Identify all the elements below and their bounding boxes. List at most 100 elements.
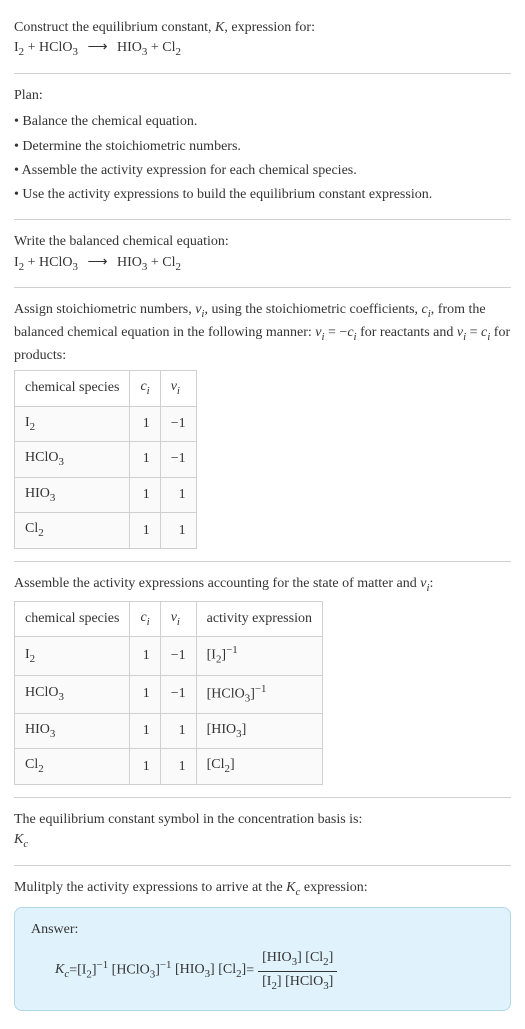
t: [HClO — [285, 974, 323, 989]
product1: HIO — [117, 255, 142, 270]
t: [Cl — [218, 962, 236, 977]
t: [HClO — [112, 963, 150, 978]
answer-fraction: [HIO3] [Cl2] [I2] [HClO3] — [258, 948, 337, 994]
sp: Cl — [25, 521, 38, 536]
activity-text: Assemble the activity expressions accoun… — [14, 576, 420, 591]
sp-sub: 2 — [38, 527, 43, 539]
fraction-numerator: [HIO3] [Cl2] — [258, 948, 337, 972]
sp-sub: 2 — [30, 420, 35, 432]
multiply-line: Mulitply the activity expressions to arr… — [14, 878, 511, 901]
cell-c: 1 — [130, 513, 160, 549]
t-exp: −1 — [97, 959, 109, 971]
stoich-text: = — [466, 325, 481, 340]
chem-equation-2: I2 + HClO3 ⟶ HIO3 + Cl2 — [14, 253, 511, 276]
table-row: HIO3 1 1 — [15, 477, 197, 513]
t: [Cl — [305, 950, 323, 965]
sp-sub: 3 — [50, 728, 55, 740]
mult-text: expression: — [300, 880, 367, 895]
sp-sub: 2 — [38, 763, 43, 775]
term2: [HClO3]−1 — [112, 958, 172, 983]
plan-title: Plan: — [14, 86, 511, 106]
product1-sub: 3 — [142, 46, 147, 58]
balanced-title: Write the balanced chemical equation: — [14, 232, 511, 252]
table-row: HClO3 1 −1 — [15, 442, 197, 478]
answer-equation: Kc = [I2]−1 [HClO3]−1 [HIO3] [Cl2] = [HI… — [31, 948, 494, 994]
kc-sym: K — [286, 880, 295, 895]
col-nu: νi — [160, 370, 196, 406]
ae-close: ] — [242, 722, 247, 737]
sp-sub: 3 — [50, 492, 55, 504]
product2: Cl — [162, 40, 175, 55]
answer-label: Answer: — [31, 920, 494, 940]
t-close: ] — [277, 974, 282, 989]
cell-nu: 1 — [160, 749, 196, 785]
product1-sub: 3 — [142, 261, 147, 273]
stoich-text: = − — [325, 325, 348, 340]
cell-species: HClO3 — [15, 675, 130, 713]
ae-exp: −1 — [226, 644, 238, 656]
t-close: ] — [210, 962, 215, 977]
divider — [14, 219, 511, 220]
cell-nu: −1 — [160, 406, 196, 442]
activity-intro: Assemble the activity expressions accoun… — [14, 574, 511, 597]
cell-species: I2 — [15, 637, 130, 675]
divider — [14, 797, 511, 798]
reaction-arrow: ⟶ — [81, 40, 113, 55]
reactant2: HClO — [39, 255, 72, 270]
table-row: I2 1 −1 — [15, 406, 197, 442]
cell-nu: −1 — [160, 442, 196, 478]
divider — [14, 561, 511, 562]
cell-nu: −1 — [160, 675, 196, 713]
prompt-text-pre: Construct the equilibrium constant, — [14, 20, 215, 35]
cell-species: Cl2 — [15, 513, 130, 549]
activity-text: : — [430, 576, 434, 591]
reactant2-sub: 3 — [72, 46, 77, 58]
product2-sub: 2 — [176, 261, 181, 273]
col-c: ci — [130, 370, 160, 406]
t-close: ] — [297, 950, 302, 965]
sp: HIO — [25, 486, 50, 501]
plan-item: Assemble the activity expression for eac… — [14, 159, 511, 183]
term1: [I2]−1 — [77, 958, 108, 983]
sp: Cl — [25, 757, 38, 772]
cell-c: 1 — [130, 749, 160, 785]
reactant1-sub: 2 — [19, 46, 24, 58]
term3: [HIO3] — [175, 960, 215, 983]
col-c-sub: i — [147, 615, 150, 627]
cell-species: Cl2 — [15, 749, 130, 785]
ae: [Cl — [207, 757, 225, 772]
kc-symbol: Kc — [14, 830, 511, 853]
table-row: I2 1 −1 [I2]−1 — [15, 637, 323, 675]
divider — [14, 287, 511, 288]
cell-c: 1 — [130, 637, 160, 675]
col-nu-sub: i — [177, 615, 180, 627]
prompt-section: Construct the equilibrium constant, K, e… — [14, 8, 511, 71]
plan-list: Balance the chemical equation. Determine… — [14, 110, 511, 207]
col-c-sub: i — [147, 385, 150, 397]
col-nu: νi — [160, 601, 196, 637]
sp: HClO — [25, 450, 58, 465]
cell-c: 1 — [130, 442, 160, 478]
cell-nu: 1 — [160, 713, 196, 749]
cell-activity: [Cl2] — [196, 749, 322, 785]
cell-species: HClO3 — [15, 442, 130, 478]
sp: HClO — [25, 685, 58, 700]
table-header-row: chemical species ci νi — [15, 370, 197, 406]
product1: HIO — [117, 40, 142, 55]
cell-activity: [HIO3] — [196, 713, 322, 749]
activity-section: Assemble the activity expressions accoun… — [14, 564, 511, 795]
sp-sub: 3 — [58, 691, 63, 703]
stoich-intro: Assign stoichiometric numbers, νi, using… — [14, 300, 511, 366]
reaction-arrow: ⟶ — [81, 255, 113, 270]
sp: HIO — [25, 722, 50, 737]
col-species: chemical species — [15, 601, 130, 637]
cell-nu: 1 — [160, 477, 196, 513]
stoich-section: Assign stoichiometric numbers, νi, using… — [14, 290, 511, 559]
col-activity: activity expression — [196, 601, 322, 637]
fraction-denominator: [I2] [HClO3] — [258, 972, 337, 995]
t: [HIO — [175, 962, 205, 977]
equals: = — [246, 961, 254, 981]
kc-sym: K — [14, 832, 23, 847]
divider — [14, 73, 511, 74]
col-c: ci — [130, 601, 160, 637]
